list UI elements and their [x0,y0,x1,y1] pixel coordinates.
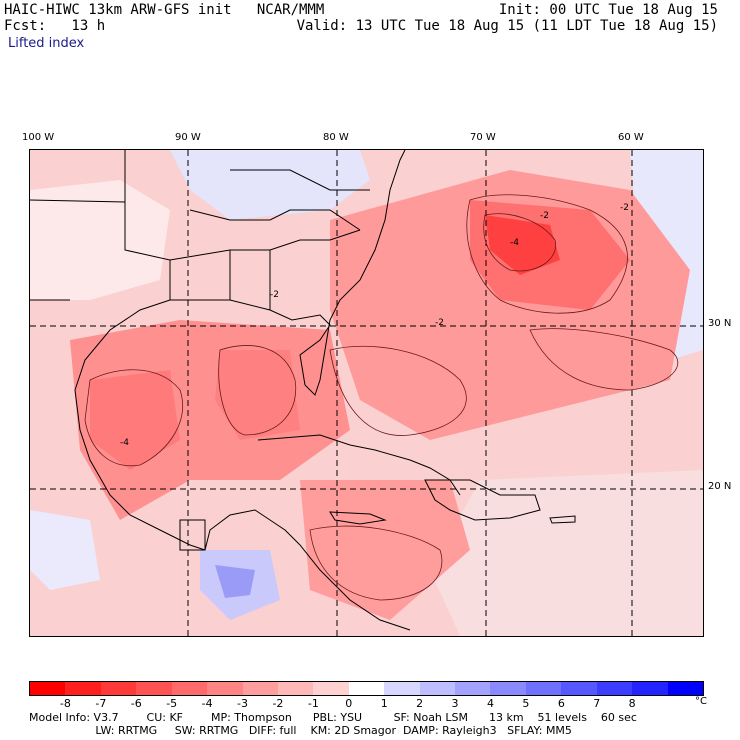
header-right: Init: 00 UTC Tue 18 Aug 15 Valid: 13 UTC… [297,2,718,34]
colorbar-tick-label: 1 [380,697,388,710]
colorbar-segment [525,682,562,695]
model-info: Model Info: V3.7 CU: KF MP: Thompson PBL… [29,711,637,737]
lat-lon-grid [30,150,703,636]
colorbar-tick-label: 7 [593,697,601,710]
colorbar-segment [136,682,172,695]
colorbar-tick-label: 4 [486,697,494,710]
colorbar-segment [100,682,137,695]
model-info-line1: Model Info: V3.7 CU: KF MP: Thompson PBL… [29,711,637,724]
colorbar-tick-label: 5 [522,697,530,710]
colorbar-segment [348,682,385,695]
lat-label-20n: 20 N [708,481,732,492]
lon-label-60w: 60 W [618,132,644,143]
colorbar-tick-label: 3 [451,697,459,710]
contour-lines [84,194,679,601]
lon-label-100w: 100 W [22,132,55,143]
colorbar-segment [207,682,243,695]
contour-label: -2 [270,290,279,300]
header-left: HAIC-HIWC 13km ARW-GFS init NCAR/MMM Fcs… [4,2,324,34]
colorbar-segment [419,682,456,695]
colorbar-segment [632,682,668,695]
forecast-hour: Fcst: 13 h [4,18,106,34]
model-title: HAIC-HIWC 13km ARW-GFS init NCAR/MMM [4,2,325,18]
colorbar-tick-label: 8 [628,697,636,710]
colorbar-segment [667,682,704,695]
field-name: Lifted index [8,36,85,51]
colorbar-tick-label: -1 [307,697,319,710]
colorbar-segment [30,682,66,695]
field-light-zone-southeast [430,470,703,636]
colorbar-tick-label: -4 [201,697,213,710]
colorbar-unit: °C [695,696,707,707]
field-red-zone-gulf-core [90,370,180,470]
lat-label-30n: 30 N [708,318,732,329]
colorbar-segment [65,682,101,695]
colorbar-segment [455,682,491,695]
colorbar-segment [171,682,208,695]
valid-time: Valid: 13 UTC Tue 18 Aug 15 (11 LDT Tue … [296,18,718,34]
field-red-zone-max [485,215,560,275]
colorbar-tick-label: -8 [59,697,71,710]
colorbar-tick-label: -6 [130,697,142,710]
model-info-line2: LW: RRTMG SW: RRTMG DIFF: full KM: 2D Sm… [29,724,572,737]
contour-label: -2 [435,318,444,328]
colorbar-tick-label: -3 [237,697,248,710]
field-blue-zone-core [215,565,255,598]
colorbar [29,681,704,696]
colorbar-segment [242,682,278,695]
map-panel: -4 -2 -2 -4 -2 -2 [29,149,704,637]
colorbar-tick-label: 0 [345,697,353,710]
contour-label: -4 [510,238,519,248]
init-time: Init: 00 UTC Tue 18 Aug 15 [498,2,718,18]
lon-label-70w: 70 W [470,132,496,143]
contour-label: -2 [540,211,549,221]
contour-label: -2 [620,203,629,213]
field-red-zone-gulf-east [215,350,300,440]
field-light-zone-pacific [30,510,100,590]
colorbar-tick-label: -7 [95,697,107,710]
colorbar-segment [384,682,420,695]
colorbar-segment [313,682,349,695]
contour-label: -4 [120,438,129,448]
colorbar-tick-label: 6 [557,697,565,710]
colorbar-segment [277,682,314,695]
colorbar-segment [490,682,526,695]
field-red-zone-caribbean [300,480,470,620]
field-light-zone-west [30,180,170,300]
lon-label-80w: 80 W [323,132,349,143]
field-blue-zone-north [170,150,370,220]
colorbar-tick-label: 2 [416,697,424,710]
colorbar-tick-label: -5 [166,697,178,710]
lon-label-90w: 90 W [175,132,201,143]
colorbar-segment [561,682,597,695]
coastlines [30,150,576,631]
lifted-index-map: -4 -2 -2 -4 -2 -2 [30,150,703,636]
colorbar-tick-label: -2 [272,697,284,710]
colorbar-segment [596,682,633,695]
